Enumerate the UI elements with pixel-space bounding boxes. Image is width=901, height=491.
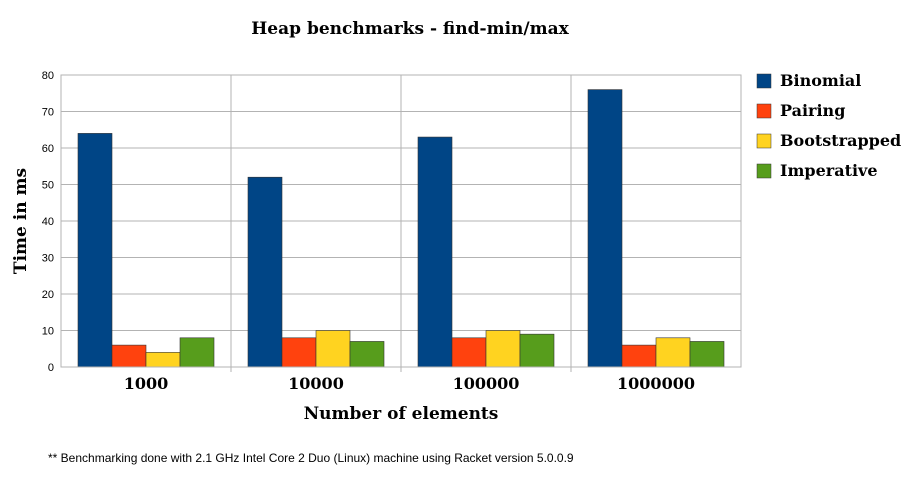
legend-swatch [756, 133, 772, 149]
y-tick-label: 10 [42, 326, 54, 338]
y-tick-label: 80 [42, 70, 54, 82]
legend-entry: Bootstrapped [780, 131, 901, 150]
footnote: ** Benchmarking done with 2.1 GHz Intel … [48, 451, 574, 465]
bar [417, 136, 453, 368]
y-tick-label: 70 [42, 107, 54, 119]
bar [247, 176, 283, 368]
bar [315, 330, 351, 368]
gridlines [61, 74, 741, 372]
legend: Binomial Pairing Bootstrapped Imperative [756, 71, 901, 180]
bar [587, 89, 623, 368]
y-tick-label: 40 [42, 216, 54, 228]
bar [111, 344, 147, 368]
bar [281, 337, 317, 368]
y-axis-label: Time in ms [11, 168, 31, 274]
bar [179, 337, 215, 368]
legend-entry: Binomial [780, 71, 861, 90]
legend-swatch [756, 103, 772, 119]
bar [621, 344, 657, 368]
plot-area-frame [60, 74, 742, 368]
y-axis-ticks: 0 10 20 30 40 50 60 70 80 [42, 70, 54, 374]
bar [485, 330, 521, 368]
y-tick-label: 30 [42, 253, 54, 265]
x-tick-label: 100000 [453, 374, 520, 393]
bar [519, 333, 555, 368]
bar [655, 337, 691, 368]
x-tick-label: 1000 [124, 374, 169, 393]
y-tick-label: 50 [42, 180, 54, 192]
chart-title: Heap benchmarks - find-min/max [251, 19, 569, 39]
legend-entry: Imperative [780, 161, 878, 180]
x-tick-label: 10000 [288, 374, 344, 393]
y-tick-label: 0 [48, 362, 54, 374]
legend-swatch [756, 73, 772, 89]
bar [349, 341, 385, 368]
y-tick-label: 60 [42, 143, 54, 155]
x-axis-label: Number of elements [304, 404, 499, 424]
x-tick-label: 1000000 [617, 374, 695, 393]
bar [145, 352, 181, 368]
legend-swatch [756, 163, 772, 179]
bars [77, 89, 725, 368]
bar [77, 133, 113, 368]
bar [451, 337, 487, 368]
y-tick-label: 20 [42, 289, 54, 301]
bar [689, 341, 725, 368]
x-axis-ticks: 1000 10000 100000 1000000 [124, 374, 695, 393]
legend-entry: Pairing [780, 101, 845, 120]
